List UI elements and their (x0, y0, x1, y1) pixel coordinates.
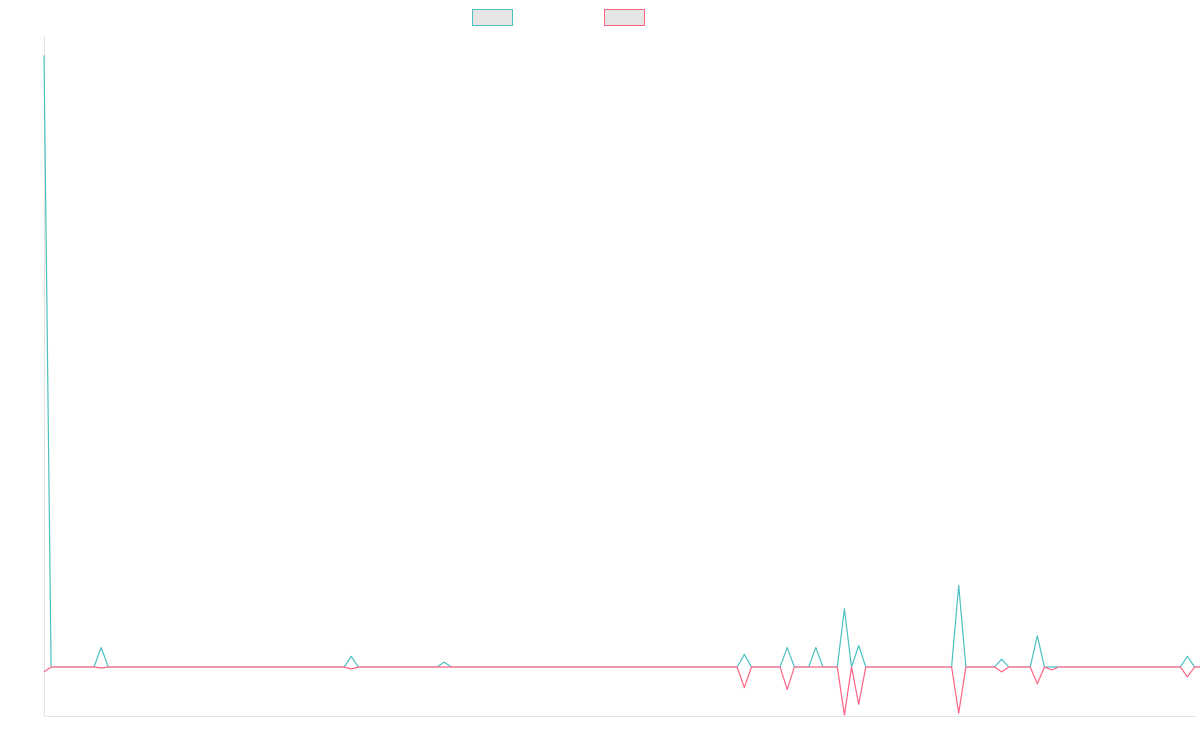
series-layer (43, 55, 1200, 716)
series-line-1 (43, 55, 1200, 668)
legend (472, 9, 645, 26)
legend-swatch-2[interactable] (604, 9, 645, 26)
series-line-2 (43, 666, 1200, 716)
legend-swatch-1[interactable] (472, 9, 513, 26)
